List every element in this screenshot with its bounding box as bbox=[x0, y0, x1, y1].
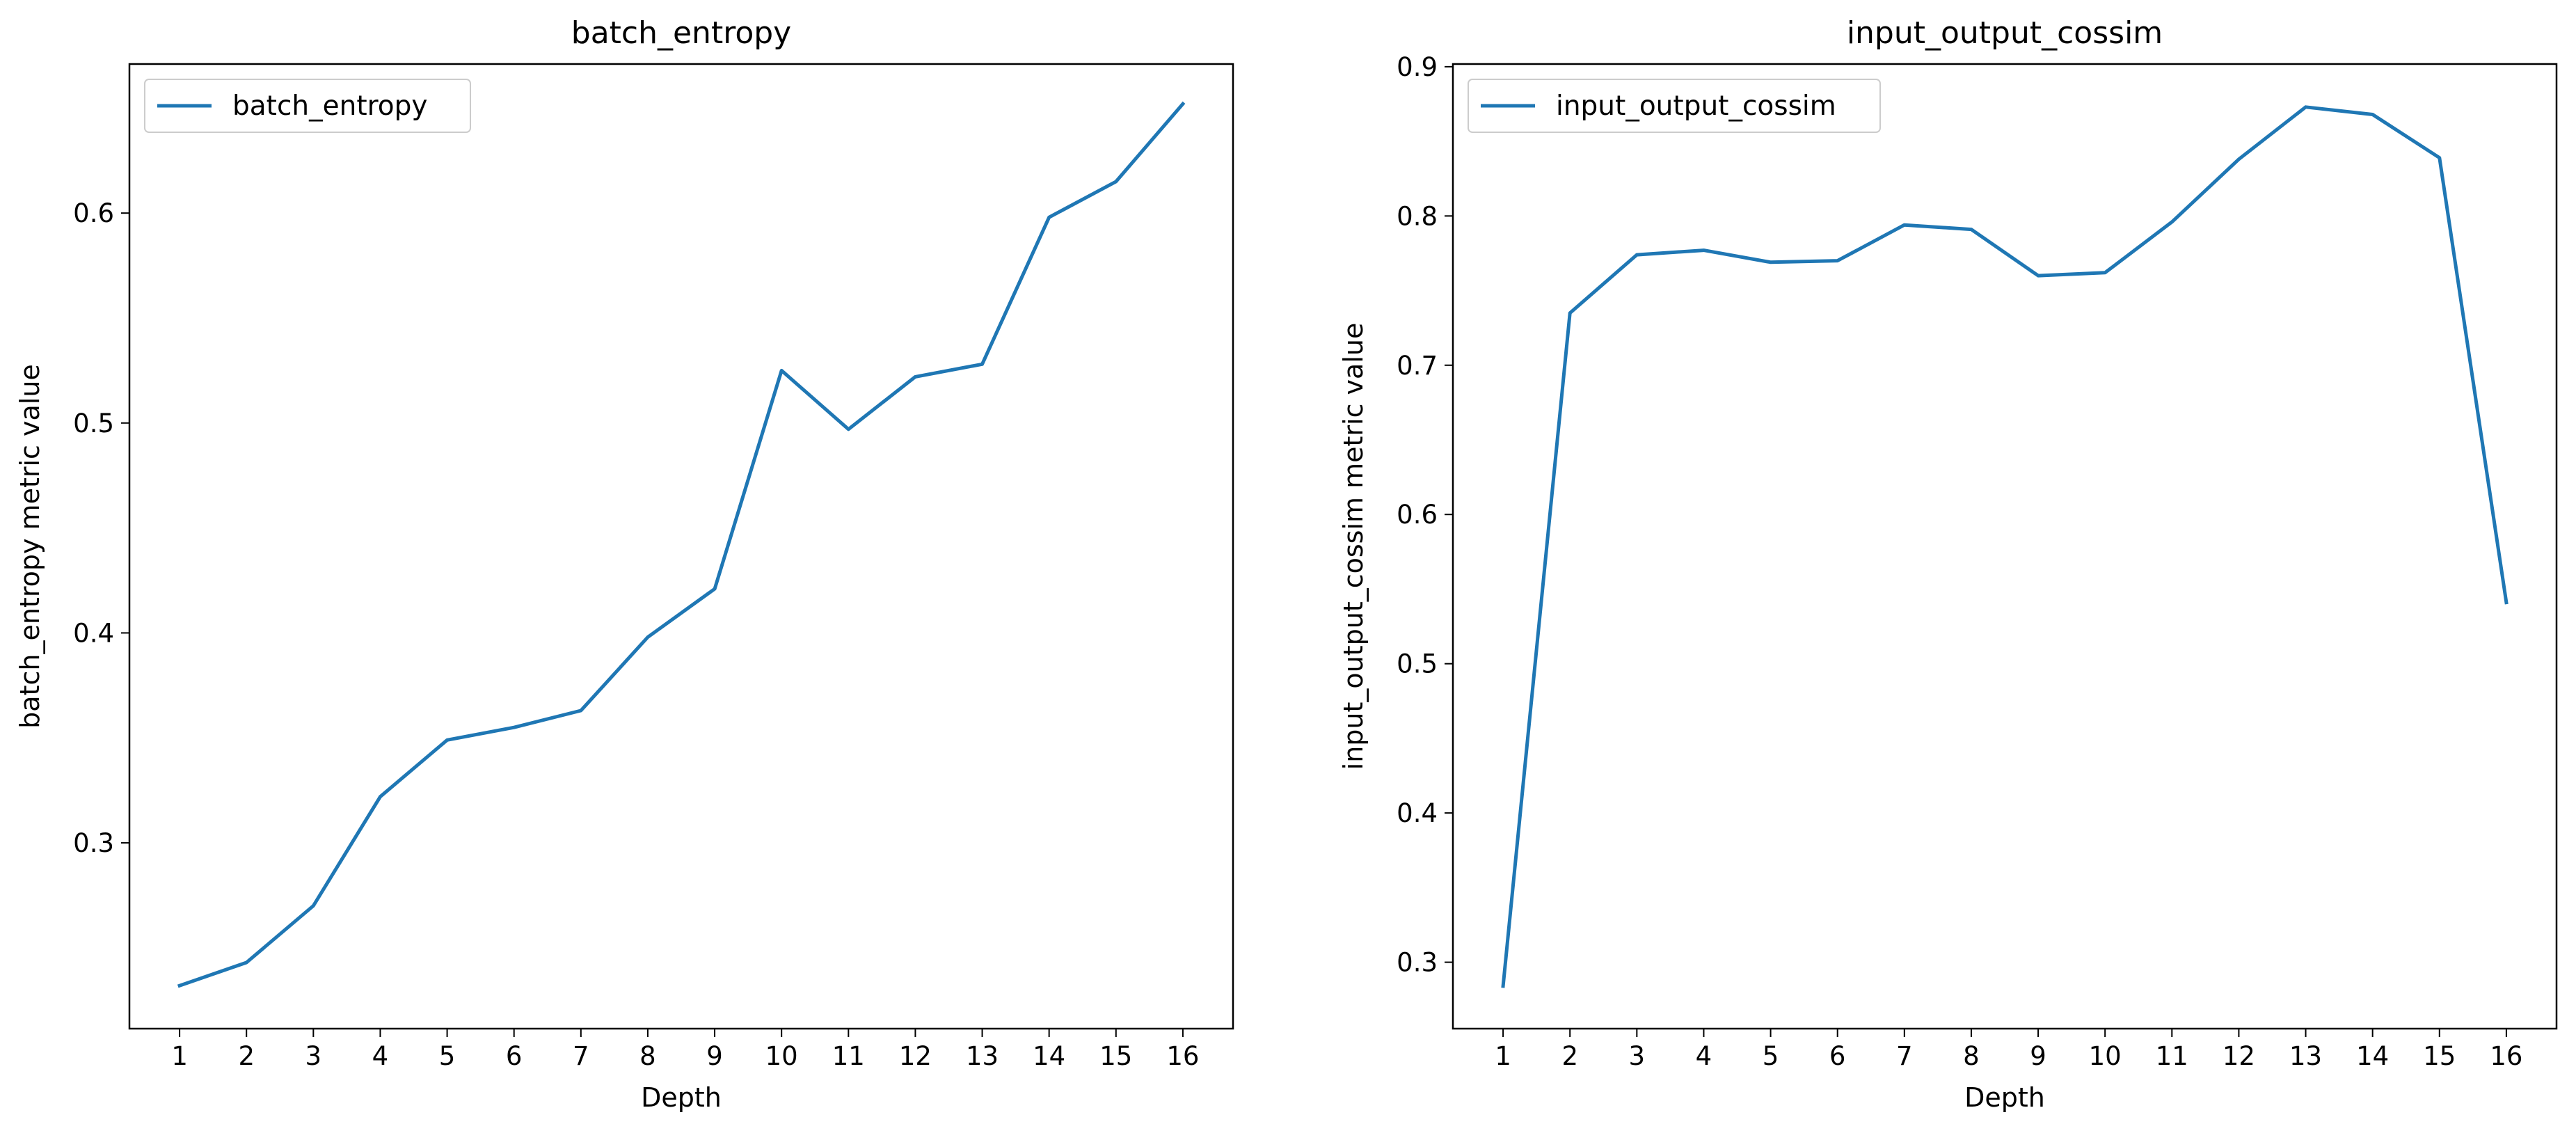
x-tick-label: 7 bbox=[1896, 1041, 1913, 1071]
legend-box bbox=[144, 79, 471, 133]
x-tick-label: 3 bbox=[305, 1041, 322, 1071]
legend-entry: input_output_cossim bbox=[1556, 90, 1836, 122]
chart-title: batch_entropy bbox=[571, 15, 791, 51]
x-tick-label: 15 bbox=[2423, 1041, 2456, 1071]
y-tick-label: 0.5 bbox=[1397, 649, 1438, 679]
x-tick-label: 5 bbox=[439, 1041, 456, 1071]
legend-entry: batch_entropy bbox=[232, 90, 427, 122]
y-tick-label: 0.6 bbox=[1397, 500, 1438, 530]
x-tick-label: 9 bbox=[2030, 1041, 2046, 1071]
chart-title: input_output_cossim bbox=[1847, 15, 2163, 51]
series-line-batch-entropy bbox=[177, 101, 1186, 988]
x-tick-label: 7 bbox=[573, 1041, 589, 1071]
x-tick-label: 9 bbox=[706, 1041, 723, 1071]
legend: batch_entropy bbox=[144, 79, 471, 133]
y-tick-label: 0.3 bbox=[73, 828, 114, 858]
x-tick-label: 4 bbox=[1696, 1041, 1712, 1071]
plot-frame bbox=[128, 63, 1234, 1030]
x-tick-label: 1 bbox=[1495, 1041, 1511, 1071]
x-tick-label: 15 bbox=[1099, 1041, 1132, 1071]
x-tick-label: 2 bbox=[1561, 1041, 1578, 1071]
y-tick-label: 0.9 bbox=[1397, 52, 1438, 82]
y-tick-label: 0.7 bbox=[1397, 351, 1438, 381]
series-line-input-output-cossim bbox=[1501, 105, 2509, 988]
x-axis-label: Depth bbox=[1964, 1082, 2045, 1113]
y-axis-label: input_output_cossim metric value bbox=[1338, 323, 1369, 770]
x-tick-label: 14 bbox=[1033, 1041, 1065, 1071]
x-tick-label: 3 bbox=[1629, 1041, 1646, 1071]
y-tick-label: 0.5 bbox=[73, 409, 114, 438]
y-tick-label: 0.8 bbox=[1397, 201, 1438, 231]
x-tick-label: 8 bbox=[1963, 1041, 1980, 1071]
y-axis-label: batch_entropy metric value bbox=[15, 364, 45, 729]
x-tick-label: 2 bbox=[238, 1041, 255, 1071]
x-tick-label: 13 bbox=[966, 1041, 999, 1071]
x-tick-label: 11 bbox=[832, 1041, 865, 1071]
x-tick-label: 1 bbox=[171, 1041, 188, 1071]
x-tick-label: 11 bbox=[2156, 1041, 2188, 1071]
x-tick-label: 13 bbox=[2289, 1041, 2322, 1071]
legend-box bbox=[1468, 79, 1881, 133]
legend: input_output_cossim bbox=[1468, 79, 1881, 133]
x-tick-label: 6 bbox=[1829, 1041, 1846, 1071]
x-tick-label: 10 bbox=[765, 1041, 798, 1071]
x-tick-label: 10 bbox=[2089, 1041, 2122, 1071]
y-tick-label: 0.4 bbox=[1397, 798, 1438, 828]
x-axis-label: Depth bbox=[641, 1082, 722, 1113]
x-tick-label: 5 bbox=[1763, 1041, 1779, 1071]
x-tick-label: 12 bbox=[899, 1041, 932, 1071]
y-tick-label: 0.3 bbox=[1397, 948, 1438, 978]
x-tick-label: 16 bbox=[2490, 1041, 2522, 1071]
y-tick-label: 0.4 bbox=[73, 618, 114, 648]
y-tick-label: 0.6 bbox=[73, 198, 114, 228]
plot-frame bbox=[1452, 63, 2558, 1030]
x-tick-label: 12 bbox=[2223, 1041, 2255, 1071]
x-tick-label: 4 bbox=[372, 1041, 389, 1071]
x-tick-label: 14 bbox=[2356, 1041, 2389, 1071]
x-tick-label: 16 bbox=[1166, 1041, 1199, 1071]
x-tick-label: 8 bbox=[639, 1041, 656, 1071]
x-tick-label: 6 bbox=[506, 1041, 523, 1071]
